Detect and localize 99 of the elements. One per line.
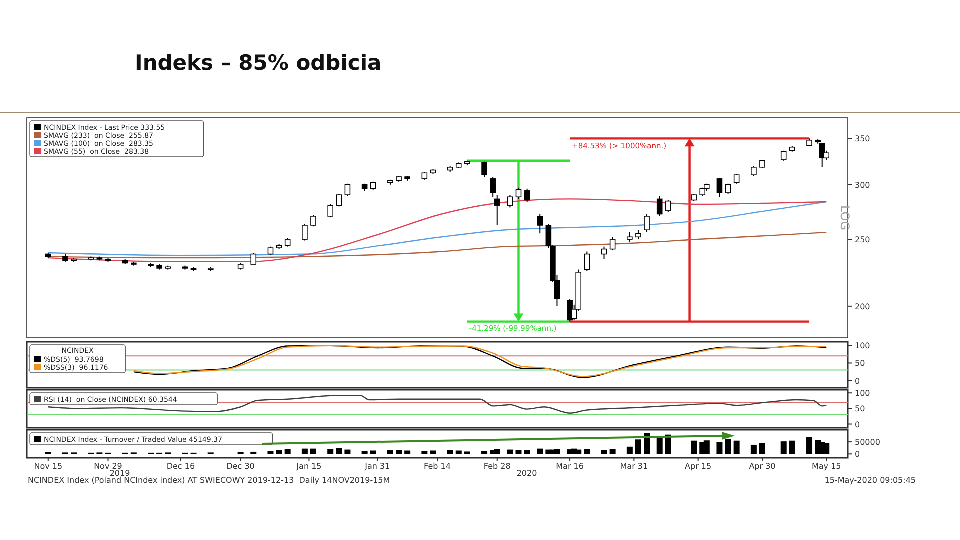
bar [601,450,608,454]
y-tick-label: 350 [855,134,870,144]
bar [362,451,368,454]
text: 15-May-2020 09:05:45 [824,476,916,485]
x-tick-label: Dec 30 [226,462,255,471]
bar [387,450,394,454]
x-tick-label: Jan 31 [364,462,390,471]
bar [396,450,402,454]
y-tick-label: 50 [855,359,866,368]
x-tick-label: Feb 28 [484,462,511,471]
bar [268,451,274,454]
candlestick [537,214,544,234]
bar [734,440,740,454]
candlestick [516,187,522,200]
x-tick-label: Nov 15 [34,462,63,471]
bar [464,452,470,454]
y-tick-label: 50000 [855,438,880,448]
y-tick-label: 0 [855,450,860,460]
candlestick [250,252,257,266]
bar [610,449,616,454]
candlestick [780,150,787,162]
candlestick [567,298,573,322]
y-axis-title: LOG [838,205,852,231]
bar [635,440,642,454]
bar [250,452,257,454]
candlestick [666,200,672,213]
y-tick-label: 100 [855,389,870,398]
bar [644,433,650,454]
bar [824,443,830,454]
bar [656,437,663,454]
bar [780,442,787,454]
bar [554,449,560,454]
text: 2020 [516,469,538,478]
candlestick [627,232,633,242]
bar [806,437,813,454]
bar [276,450,282,454]
bar [716,442,723,454]
bar [789,440,796,454]
chart-title: Indeks – 85% odbicia [135,51,382,75]
candlestick [610,236,616,252]
bar [516,450,522,454]
bar [344,450,351,454]
bar [584,449,590,454]
bar [310,448,316,454]
y-tick-label: 50 [855,404,866,414]
candlestick [716,177,723,198]
bar [447,450,454,454]
y-tick-label: 200 [855,302,870,312]
bar [284,449,291,454]
x-tick-label: May 15 [812,462,842,471]
candlestick [344,183,351,197]
bar [691,440,698,454]
bar [302,448,308,454]
bar [626,446,633,454]
candlestick [734,174,740,184]
y-tick-label: 0 [855,420,860,430]
line-series [48,232,828,259]
x-tick-label: Mar 16 [556,462,584,471]
bar [336,448,342,454]
candlestick [482,161,488,178]
bar [494,449,500,454]
candlestick [336,194,342,208]
x-tick-label: Apr 15 [685,462,712,471]
bar [328,449,334,454]
candlestick [656,196,663,217]
candlestick [751,166,757,177]
bar [576,450,582,454]
candlestick [601,246,608,260]
x-tick-label: Apr 30 [749,462,776,471]
bar [507,450,514,454]
candlestick [494,194,500,226]
candlestick [524,188,530,203]
x-tick-label: Feb 14 [424,462,451,471]
bar [482,451,488,454]
y-tick-label: 300 [855,180,870,190]
candlestick [328,204,334,218]
x-tick-label: Nov 29 [94,462,122,471]
bar [524,450,530,454]
bar [422,451,428,454]
y-tick-label: 100 [855,342,870,351]
x-tick-label: Jan 15 [296,462,322,471]
candlestick [644,214,650,233]
candlestick [310,214,316,228]
candlestick [584,251,590,272]
x-tick-label: Mar 31 [620,462,648,471]
bar [704,440,710,454]
candlestick [725,183,732,195]
y-tick-label: 250 [855,236,870,245]
bar [759,443,766,454]
candlestick [490,176,496,198]
text: NCINDEX Index (Poland NCIndex index) AT SWIECOWY 2019-12-13 Daily 14NOV2019-15M [28,476,390,485]
y-tick-label: 0 [855,376,860,386]
bar [750,444,757,454]
candlestick [302,224,308,242]
text: 2019 [110,469,130,478]
candlestick [636,230,642,240]
x-tick-label: Dec 16 [166,462,196,471]
candlestick [507,194,514,208]
bar [537,448,544,454]
